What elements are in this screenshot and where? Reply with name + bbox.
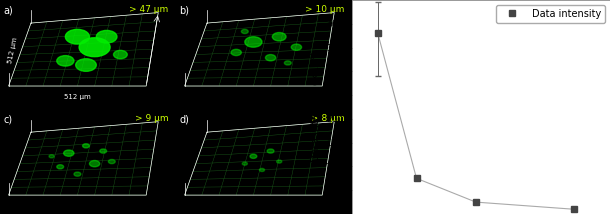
- Text: > 47 μm: > 47 μm: [129, 5, 168, 14]
- Circle shape: [74, 172, 81, 176]
- Text: > 10 μm: > 10 μm: [305, 5, 345, 14]
- Text: c): c): [4, 114, 13, 124]
- Circle shape: [267, 149, 274, 153]
- Circle shape: [76, 59, 96, 71]
- Circle shape: [259, 168, 265, 171]
- Circle shape: [245, 37, 262, 47]
- Data intensity: [413, 177, 420, 180]
- Circle shape: [49, 155, 54, 158]
- Circle shape: [113, 50, 127, 59]
- Circle shape: [100, 149, 107, 153]
- Text: 512 μm: 512 μm: [7, 37, 18, 64]
- Text: > 9 μm: > 9 μm: [135, 114, 168, 123]
- Text: b): b): [179, 5, 190, 15]
- Data intensity: [472, 201, 479, 203]
- Y-axis label: Data intensity (×10⁶): Data intensity (×10⁶): [311, 52, 321, 162]
- Text: d): d): [179, 114, 189, 124]
- Circle shape: [65, 29, 90, 44]
- Circle shape: [82, 144, 90, 148]
- Circle shape: [291, 44, 301, 50]
- Circle shape: [242, 162, 248, 165]
- Circle shape: [272, 33, 286, 41]
- Data intensity: [570, 208, 578, 211]
- Circle shape: [109, 159, 115, 164]
- Circle shape: [265, 55, 276, 61]
- Text: > 8 μm: > 8 μm: [311, 114, 345, 123]
- Line: Data intensity: Data intensity: [375, 31, 576, 212]
- Circle shape: [90, 160, 100, 167]
- Circle shape: [250, 154, 257, 158]
- Circle shape: [284, 61, 291, 65]
- Circle shape: [57, 165, 63, 169]
- Circle shape: [96, 30, 117, 43]
- Circle shape: [63, 150, 74, 156]
- Legend: Data intensity: Data intensity: [496, 5, 605, 23]
- Circle shape: [276, 160, 282, 163]
- Circle shape: [242, 29, 248, 34]
- Text: 512 μm: 512 μm: [64, 94, 91, 100]
- Circle shape: [57, 56, 74, 66]
- Data intensity: [374, 32, 381, 35]
- Circle shape: [231, 49, 242, 56]
- Circle shape: [79, 38, 110, 57]
- Text: a): a): [4, 5, 13, 15]
